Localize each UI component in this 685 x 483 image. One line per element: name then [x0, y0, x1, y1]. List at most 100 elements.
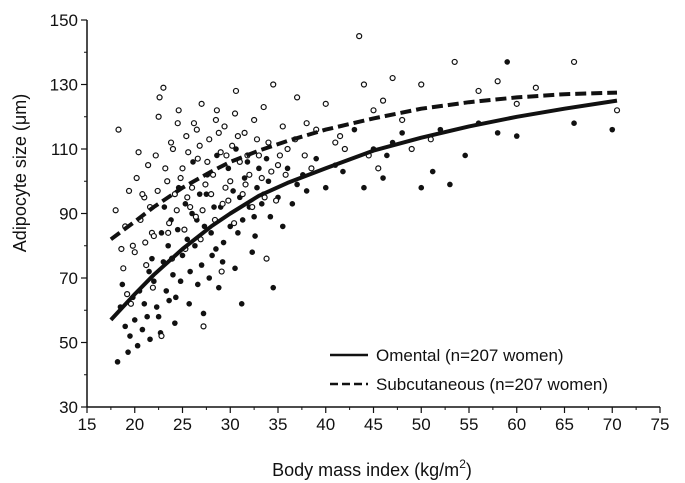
subcutaneous-point [341, 145, 348, 153]
subcutaneous-point [204, 158, 211, 165]
omental-point [125, 349, 131, 355]
omental-point [213, 246, 219, 252]
subcutaneous-point [155, 113, 162, 120]
omental-point [251, 213, 257, 220]
omental-point [322, 184, 329, 191]
subcutaneous-point [150, 232, 157, 240]
omental-point [399, 130, 405, 136]
subcutaneous-point [175, 107, 182, 114]
points-layer [112, 33, 621, 365]
omental-point [165, 242, 171, 249]
omental-point [571, 120, 577, 126]
subcutaneous-point [494, 78, 501, 85]
subcutaneous-point [282, 171, 289, 178]
omental-point [244, 159, 251, 165]
subcutaneous-point [234, 133, 241, 140]
subcutaneous-point [218, 268, 225, 275]
omental-point [172, 320, 178, 326]
subcutaneous-point [185, 149, 192, 156]
subcutaneous-point [217, 149, 224, 156]
omental-point [144, 313, 150, 320]
x-axis-title-sup: 2 [459, 457, 466, 471]
omental-point [166, 297, 172, 304]
x-tick-label: 15 [78, 415, 97, 434]
x-tick-label: 55 [460, 415, 479, 434]
x-tick-label: 20 [125, 415, 144, 434]
subcutaneous-point [158, 332, 165, 340]
omental-point [192, 242, 198, 249]
omental-point [254, 184, 260, 191]
subcutaneous-point [118, 245, 125, 253]
omental-point [267, 213, 274, 220]
axes-layer: 15 20 25 30 35 40 45 50 55 60 65 70 75 30 50 70 90 110 130… [50, 11, 670, 434]
subcutaneous-point [142, 239, 149, 246]
omental-point [161, 204, 168, 210]
omental-point [513, 133, 520, 139]
subcutaneous-point [370, 107, 377, 114]
subcutaneous-point [418, 81, 425, 88]
y-tick-label: 110 [51, 140, 78, 159]
subcutaneous-point [332, 139, 339, 146]
omental-point [203, 191, 210, 197]
omental-point [294, 181, 300, 188]
omental-point [163, 288, 170, 294]
subcutaneous-point [188, 184, 196, 191]
omental-point [215, 284, 222, 291]
y-axis-title: Adipocyte size (μm) [10, 94, 30, 252]
omental-point [119, 281, 126, 288]
subcutaneous-point [221, 123, 228, 130]
omental-point [190, 159, 196, 165]
x-tick-label: 30 [221, 415, 240, 434]
subcutaneous-point [187, 203, 194, 211]
subcutaneous-point [145, 162, 152, 169]
x-tick-label: 60 [507, 415, 526, 434]
subcutaneous-point [179, 165, 186, 172]
subcutaneous-point [360, 81, 368, 88]
y-tick-label: 50 [59, 334, 78, 353]
subcutaneous-point [222, 184, 229, 191]
y-tick-label: 30 [59, 398, 78, 417]
subcutaneous-point [181, 226, 188, 233]
omental-point [187, 268, 193, 275]
omental-point [170, 271, 176, 278]
omental-point [258, 201, 265, 207]
omental-point [174, 226, 181, 233]
omental-point [194, 281, 201, 288]
subcutaneous-point [169, 145, 177, 153]
omental-point [155, 313, 162, 320]
subcutaneous-point [263, 255, 270, 262]
omental-point [131, 317, 138, 323]
omental-point [256, 165, 262, 172]
omental-point [384, 152, 390, 159]
y-tick-label: 90 [59, 205, 78, 224]
x-tick-label: 50 [412, 415, 431, 434]
subcutaneous-point [356, 33, 363, 40]
subcutaneous-point [198, 100, 205, 107]
omental-point [504, 59, 511, 65]
subcutaneous-point [268, 168, 275, 175]
omental-point [200, 310, 207, 317]
subcutaneous-point [194, 155, 201, 162]
omental-point [230, 188, 236, 194]
omental-point [241, 175, 248, 181]
subcutaneous-point [177, 174, 184, 182]
subcutaneous-point [375, 165, 382, 172]
omental-point [609, 126, 616, 133]
omental-point [153, 304, 160, 310]
x-tick-label: 65 [555, 415, 574, 434]
omental-point [201, 223, 208, 230]
subcutaneous-point [399, 116, 406, 124]
subcutaneous-point [184, 194, 191, 201]
omental-point [462, 152, 468, 159]
subcutaneous-point [249, 203, 256, 211]
subcutaneous-point [336, 133, 344, 140]
subcutaneous-point [133, 174, 140, 182]
subcutaneous-point [202, 181, 209, 188]
subcutaneous-point [389, 74, 396, 82]
subcutaneous-point [165, 229, 172, 236]
subcutaneous-point [166, 220, 173, 227]
legend-label-subcutaneous: Subcutaneous (n=207 women) [376, 375, 608, 394]
omental-point [239, 217, 246, 223]
subcutaneous-point [255, 152, 262, 159]
